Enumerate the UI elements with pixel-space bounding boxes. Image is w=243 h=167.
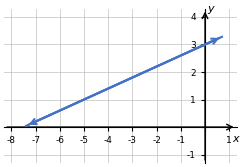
Text: x: x [232,134,239,144]
Text: y: y [208,4,214,14]
